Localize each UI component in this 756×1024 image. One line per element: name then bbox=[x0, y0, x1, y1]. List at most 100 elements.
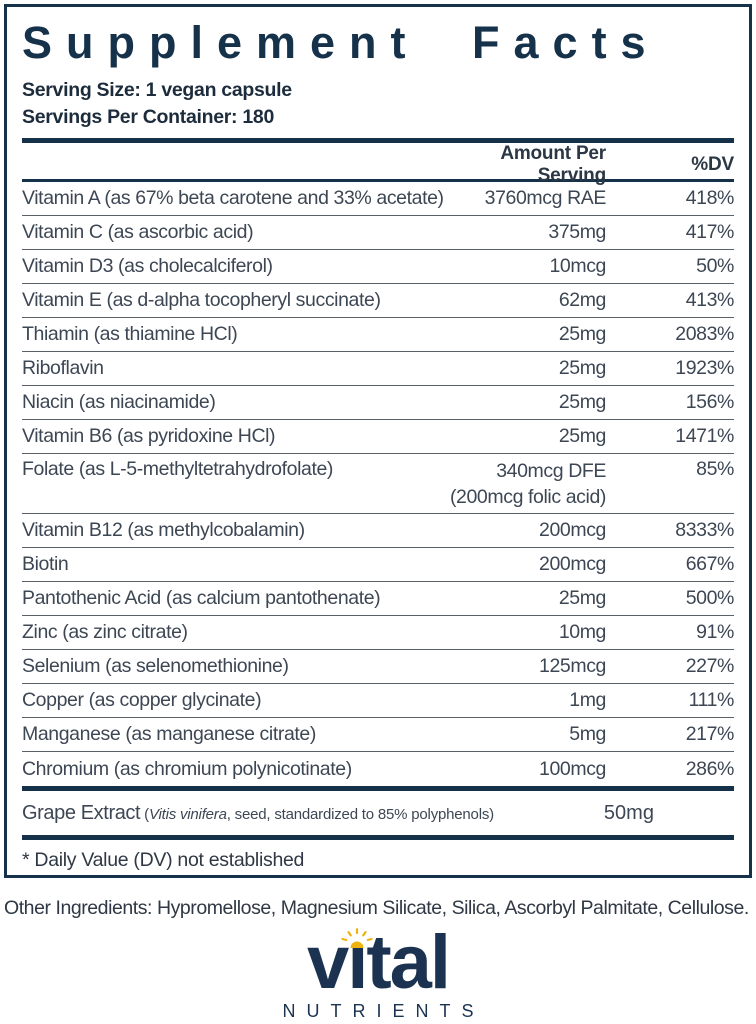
table-row: Copper (as copper glycinate) 1mg 111% bbox=[22, 684, 734, 718]
nutrient-name: Manganese (as manganese citrate) bbox=[22, 723, 316, 745]
nutrient-amount: 200mcg bbox=[539, 553, 606, 575]
nutrient-dv: 413% bbox=[685, 289, 735, 311]
table-row: Chromium (as chromium polynicotinate) 100… bbox=[22, 752, 734, 786]
nutrient-dv: 1923% bbox=[675, 357, 734, 379]
table-row-grape-extract: Grape Extract (Vitis vinifera, seed, sta… bbox=[22, 791, 734, 835]
nutrient-dv: 156% bbox=[685, 391, 735, 413]
serving-size: Serving Size: 1 vegan capsule bbox=[22, 79, 292, 101]
sun-icon bbox=[341, 928, 373, 948]
nutrient-name: Niacin (as niacinamide) bbox=[22, 391, 216, 413]
nutrient-name: Vitamin D3 (as cholecalciferol) bbox=[22, 255, 273, 277]
nutrient-dv: 111% bbox=[688, 689, 735, 711]
table-row: Biotin 200mcg 667% bbox=[22, 548, 734, 582]
extract-amount: 50mg bbox=[603, 801, 654, 824]
nutrient-dv: 418% bbox=[685, 187, 735, 209]
nutrient-dv: 286% bbox=[685, 757, 735, 780]
serving-info: Serving Size: 1 vegan capsule Servings P… bbox=[22, 77, 734, 131]
dv-footnote: * Daily Value (DV) not established bbox=[22, 849, 305, 871]
logo-word-post: tal bbox=[366, 920, 451, 1005]
nutrient-name: Vitamin A (as 67% beta carotene and 33% … bbox=[22, 187, 444, 209]
nutrient-amount: 25mg bbox=[558, 587, 607, 609]
table-row: Riboflavin 25mg 1923% bbox=[22, 352, 734, 386]
nutrient-amount: 10mg bbox=[558, 621, 607, 643]
nutrient-dv: 91% bbox=[696, 621, 734, 643]
nutrient-amount: 125mcg bbox=[539, 655, 606, 677]
divider-thick-top bbox=[22, 138, 734, 143]
servings-per-container: Servings Per Container: 180 bbox=[22, 106, 274, 128]
nutrient-dv: 50% bbox=[696, 255, 734, 277]
nutrient-dv: 85% bbox=[696, 458, 734, 480]
nutrient-amount: 25mg bbox=[558, 425, 607, 447]
nutrient-dv: 2083% bbox=[675, 323, 734, 345]
table-row: Manganese (as manganese citrate) 5mg 217% bbox=[22, 718, 734, 752]
table-row: Zinc (as zinc citrate) 10mg 91% bbox=[22, 616, 734, 650]
nutrient-amount: 10mcg bbox=[549, 255, 606, 277]
table-row: Vitamin B12 (as methylcobalamin) 200mcg 83… bbox=[22, 514, 734, 548]
nutrient-dv: 500% bbox=[685, 587, 735, 609]
logo-word-pre: v bbox=[306, 920, 349, 1005]
nutrient-table: Vitamin A (as 67% beta carotene and 33% … bbox=[22, 182, 734, 786]
nutrient-amount: 25mg bbox=[558, 391, 607, 413]
table-row: Vitamin D3 (as cholecalciferol) 10mcg 50% bbox=[22, 250, 734, 284]
nutrient-dv: 217% bbox=[685, 723, 735, 745]
table-header-row: Amount Per Serving %DV bbox=[22, 143, 734, 186]
nutrient-name: Biotin bbox=[22, 553, 69, 575]
nutrient-dv: 8333% bbox=[675, 519, 734, 541]
table-row: Selenium (as selenomethionine) 125mcg 227% bbox=[22, 650, 734, 684]
nutrient-amount: 25mg bbox=[558, 357, 607, 379]
table-row: Pantothenic Acid (as calcium pantothenat… bbox=[22, 582, 734, 616]
extract-species: Vitis vinifera bbox=[148, 805, 227, 823]
nutrient-amount: 3760mcg RAE bbox=[484, 187, 607, 209]
nutrient-amount: 100mcg bbox=[539, 757, 606, 780]
extract-title: Grape Extract bbox=[22, 801, 141, 824]
logo-wordmark: vı tal bbox=[307, 925, 451, 1001]
table-row: Niacin (as niacinamide) 25mg 156% bbox=[22, 386, 734, 420]
nutrient-amount: 25mg bbox=[558, 323, 607, 345]
divider-below-extract bbox=[22, 835, 734, 840]
table-row: Vitamin A (as 67% beta carotene and 33% … bbox=[22, 182, 734, 216]
panel-title: Supplement Facts bbox=[22, 17, 660, 68]
nutrient-amount: 1mg bbox=[569, 689, 606, 711]
extract-detail: (Vitis vinifera, seed, standardized to 8… bbox=[140, 806, 494, 823]
divider-above-extract bbox=[22, 786, 734, 791]
nutrient-name: Selenium (as selenomethionine) bbox=[22, 655, 289, 677]
nutrient-dv: 227% bbox=[685, 655, 735, 677]
nutrient-amount: 5mg bbox=[569, 723, 606, 745]
nutrient-amount: 375mg bbox=[548, 221, 606, 243]
nutrient-amount: 62mg bbox=[558, 289, 607, 311]
table-row: Vitamin B6 (as pyridoxine HCl) 25mg 1471% bbox=[22, 420, 734, 454]
table-row: Vitamin E (as d-alpha tocopheryl succina… bbox=[22, 284, 734, 318]
vital-nutrients-logo: vı tal NUTRIENTS bbox=[0, 925, 756, 1022]
nutrient-name: Pantothenic Acid (as calcium pantothenat… bbox=[22, 587, 381, 609]
nutrient-amount: 340mcg DFE (200mcg folic acid) bbox=[446, 458, 606, 510]
table-row: Folate (as L-5-methyltetrahydrofolate) 34… bbox=[22, 454, 734, 514]
extract-detail-open: ( bbox=[140, 805, 149, 823]
nutrient-amount: 200mcg bbox=[539, 519, 606, 541]
nutrient-name: Vitamin E (as d-alpha tocopheryl succina… bbox=[22, 289, 381, 311]
nutrient-name: Vitamin B12 (as methylcobalamin) bbox=[22, 519, 305, 541]
header-amount-per-serving: Amount Per Serving bbox=[500, 143, 606, 186]
nutrient-name: Vitamin C (as ascorbic acid) bbox=[22, 221, 254, 243]
nutrient-dv: 1471% bbox=[675, 425, 734, 447]
nutrient-name: Copper (as copper glycinate) bbox=[22, 689, 262, 711]
nutrient-name: Thiamin (as thiamine HCl) bbox=[22, 323, 238, 345]
divider-under-header bbox=[22, 179, 734, 182]
nutrient-name: Chromium (as chromium polynicotinate) bbox=[22, 757, 352, 780]
nutrient-name: Riboflavin bbox=[22, 357, 104, 379]
extract-dv: * bbox=[654, 791, 756, 818]
logo-tagline: NUTRIENTS bbox=[282, 1001, 485, 1021]
table-row: Thiamin (as thiamine HCl) 25mg 2083% bbox=[22, 318, 734, 352]
nutrient-amount-line2: (200mcg folic acid) bbox=[449, 486, 606, 508]
table-row: Vitamin C (as ascorbic acid) 375mg 417% bbox=[22, 216, 734, 250]
extract-detail-rest: , seed, standardized to 85% polyphenols) bbox=[226, 805, 494, 823]
nutrient-dv: 417% bbox=[685, 221, 735, 243]
supplement-facts-panel: Supplement Facts Serving Size: 1 vegan c… bbox=[4, 4, 752, 878]
nutrient-name: Vitamin B6 (as pyridoxine HCl) bbox=[22, 425, 276, 447]
nutrient-dv: 667% bbox=[685, 553, 735, 575]
logo-letter-i: ı bbox=[341, 925, 373, 1001]
nutrient-name: Folate (as L-5-methyltetrahydrofolate) bbox=[22, 458, 334, 480]
header-dv: %DV bbox=[691, 154, 734, 175]
other-ingredients: Other Ingredients: Hypromellose, Magnesi… bbox=[4, 897, 749, 919]
extract-name: Grape Extract (Vitis vinifera, seed, sta… bbox=[22, 802, 494, 825]
